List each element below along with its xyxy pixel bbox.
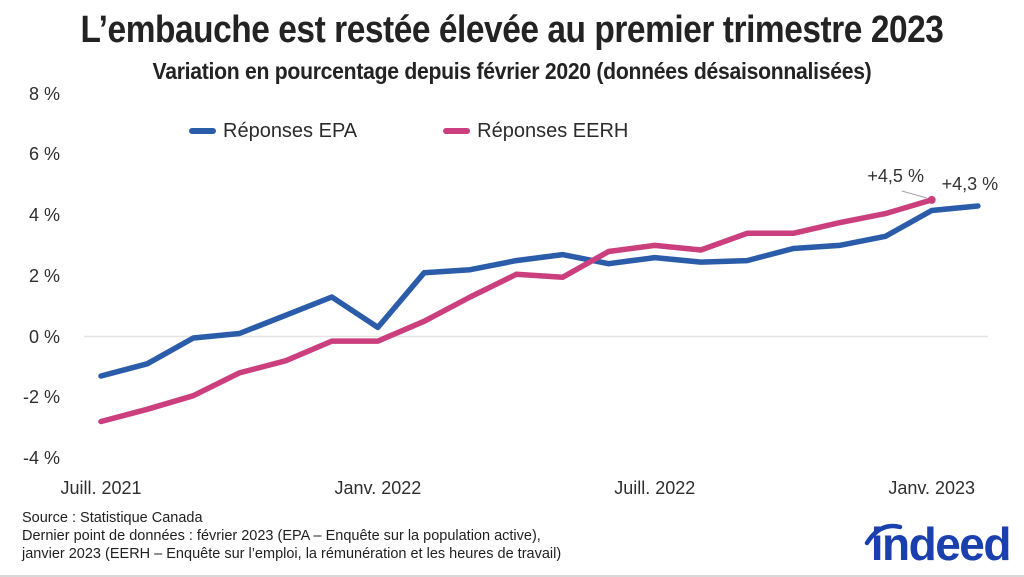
- x-axis-tick-label: Janv. 2023: [888, 478, 976, 498]
- y-axis-tick-label: 2 %: [28, 265, 60, 286]
- annotation-label: +4,5 %: [867, 165, 924, 186]
- x-axis-tick-label: Juill. 2022: [614, 478, 696, 498]
- series-line-eerh: [98, 197, 935, 425]
- chart-subtitle: Variation en pourcentage depuis février …: [152, 58, 872, 84]
- bottom-edge-divider: [0, 575, 1024, 577]
- eerh-endpoint-marker: [927, 195, 936, 204]
- y-axis-tick-label: -4 %: [22, 447, 60, 468]
- footnotes: Source : Statistique Canada Dernier poin…: [22, 509, 561, 563]
- legend-item-eerh: Réponses EERH: [443, 119, 628, 143]
- source-note: Source : Statistique Canada: [22, 510, 203, 526]
- legend-item-epa: Réponses EPA: [189, 119, 357, 143]
- indeed-logo: indeed: [864, 519, 1012, 569]
- series-line-epa: [98, 203, 981, 379]
- legend-label-eerh: Réponses EERH: [477, 120, 629, 142]
- y-axis-tick-label: 0 %: [28, 326, 60, 347]
- lastpoint-note-line1: Dernier point de données : février 2023 …: [22, 528, 541, 544]
- y-axis-tick-label: 4 %: [28, 205, 60, 226]
- x-axis-tick-label: Juill. 2021: [60, 478, 142, 498]
- eerh-line-swatch: [443, 128, 471, 134]
- y-axis-tick-label: 6 %: [28, 144, 60, 165]
- indeed-logo-arc-icon: [864, 523, 902, 546]
- legend: Réponses EPA Réponses EERH: [189, 119, 628, 143]
- chart-title: L’embauche est restée élevée au premier …: [80, 9, 944, 51]
- x-axis-tick-label: Janv. 2022: [334, 478, 422, 498]
- epa-line-swatch: [189, 128, 216, 134]
- y-axis-tick-label: 8 %: [28, 83, 60, 104]
- annotation-connector-line: [901, 190, 927, 199]
- lastpoint-note-line2: janvier 2023 (EERH – Enquête sur l’emplo…: [22, 546, 562, 562]
- y-axis-tick-label: -2 %: [22, 387, 60, 408]
- legend-label-epa: Réponses EPA: [223, 120, 358, 142]
- annotation-label: +4,3 %: [941, 173, 999, 194]
